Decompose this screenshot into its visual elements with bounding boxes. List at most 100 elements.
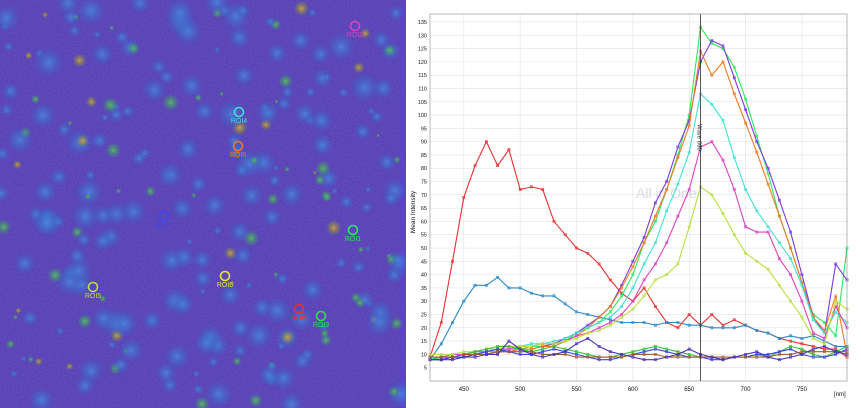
roi-marker[interactable]: ROI5 [85, 281, 101, 301]
series-point [834, 344, 838, 348]
series-point [642, 350, 646, 354]
series-point [507, 148, 511, 152]
series-point [766, 172, 770, 176]
series-point [755, 150, 759, 154]
series-line [430, 348, 848, 361]
cell-blob [186, 238, 193, 245]
series-point [777, 241, 781, 245]
series-point [530, 291, 533, 295]
series-point [575, 331, 578, 335]
roi-circle[interactable] [315, 310, 327, 322]
cell-blobs [0, 0, 406, 408]
cell-blob [75, 376, 95, 396]
series-point [518, 352, 522, 356]
cell-blob [264, 297, 291, 324]
series-point [563, 350, 567, 354]
cell-blob [276, 272, 289, 285]
roi-marker[interactable]: ROI6 [230, 140, 246, 160]
series-point [620, 355, 624, 359]
roi-circle[interactable] [87, 281, 99, 293]
cell-blob [360, 28, 371, 39]
cell-blob [121, 105, 135, 118]
roi-marker[interactable]: ROI2 [347, 20, 363, 40]
cell-blob [243, 230, 259, 246]
roi-label: ROI7 [156, 222, 172, 229]
series-point [518, 344, 522, 348]
cell-blob [323, 73, 331, 81]
roi-marker[interactable]: ROI6 [217, 270, 233, 290]
series-point [608, 318, 612, 322]
series-point [789, 334, 793, 338]
cell-blob [219, 91, 224, 97]
series-point [676, 182, 680, 186]
fluorescence-image-panel[interactable]: ROI4 ROI6 ROI1 ROI7 ROI6 ROI5 ROI5 ROI3 ROI2 [0, 0, 406, 408]
roi-overlays[interactable]: ROI4 ROI6 ROI1 ROI7 ROI6 ROI5 ROI5 ROI3 ROI2 [85, 20, 363, 330]
series-point [676, 326, 680, 330]
series-point [811, 355, 815, 359]
roi-circle[interactable] [232, 140, 244, 152]
cell-blob [109, 25, 115, 31]
series-point [687, 313, 691, 316]
cell-blob [77, 314, 92, 329]
cell-blob [199, 288, 206, 295]
cell-blob [393, 156, 401, 164]
roi-marker[interactable]: ROI7 [156, 210, 172, 230]
cell-blob [132, 151, 147, 166]
series-point [766, 225, 770, 229]
series-point [744, 352, 748, 356]
roi-circle[interactable] [219, 270, 231, 282]
y-tick-label: 65 [421, 206, 427, 212]
series-point [608, 278, 612, 282]
roi-marker[interactable]: ROI3 [313, 310, 329, 330]
cell-blob [364, 245, 372, 252]
cell-blob [339, 195, 354, 209]
roi-circle[interactable] [349, 20, 361, 32]
cell-blob [315, 161, 331, 176]
series-point [665, 347, 669, 351]
cell-blob [265, 16, 276, 27]
series-point [654, 214, 657, 218]
spectrum-chart[interactable]: Mean Intensity All in One 5 10 15 20 25 30 35 4… [406, 0, 861, 408]
fluorescence-image[interactable]: ROI4 ROI6 ROI1 ROI7 ROI6 ROI5 ROI5 ROI3 ROI2 [0, 0, 406, 408]
cell-blob [143, 311, 162, 330]
y-tick-label: 20 [421, 326, 427, 332]
cell-blob [0, 103, 14, 117]
series-point [473, 164, 477, 168]
cell-blob [165, 344, 189, 369]
cell-blob [233, 65, 254, 86]
series-point [654, 305, 657, 308]
y-tick-label: 35 [421, 286, 427, 292]
y-tick-label: 130 [418, 33, 427, 39]
series-point [507, 339, 511, 343]
cell-blob [204, 194, 226, 217]
y-tick-label: 110 [418, 86, 427, 92]
series-point [563, 352, 567, 356]
series-point [721, 323, 725, 327]
roi-circle[interactable] [233, 106, 245, 118]
cell-blob [281, 330, 295, 344]
roi-circle[interactable] [347, 224, 359, 236]
spectrum-chart-panel[interactable]: Mean Intensity All in One 5 10 15 20 25 30 35 4… [406, 0, 861, 408]
roi-marker[interactable]: ROI5 [291, 303, 307, 323]
cell-blob [127, 42, 140, 54]
series-point [777, 352, 781, 356]
cell-blob [42, 11, 48, 18]
series-point [439, 321, 443, 324]
cell-blob [0, 146, 10, 161]
series-point [710, 140, 714, 144]
cell-blob [233, 246, 253, 265]
roi-circle[interactable] [293, 303, 305, 315]
series-point [811, 318, 815, 322]
series-point [597, 355, 601, 359]
series-point [552, 342, 556, 346]
roi-circle[interactable] [158, 210, 170, 222]
series-point [755, 140, 759, 144]
series-point [530, 344, 533, 348]
series-point [766, 166, 770, 170]
roi-marker[interactable]: ROI4 [231, 106, 247, 126]
cell-blob [357, 246, 364, 253]
series-point [552, 220, 556, 223]
cell-blob [194, 269, 213, 288]
roi-marker[interactable]: ROI1 [345, 224, 361, 244]
y-tick-label: 40 [421, 273, 427, 279]
